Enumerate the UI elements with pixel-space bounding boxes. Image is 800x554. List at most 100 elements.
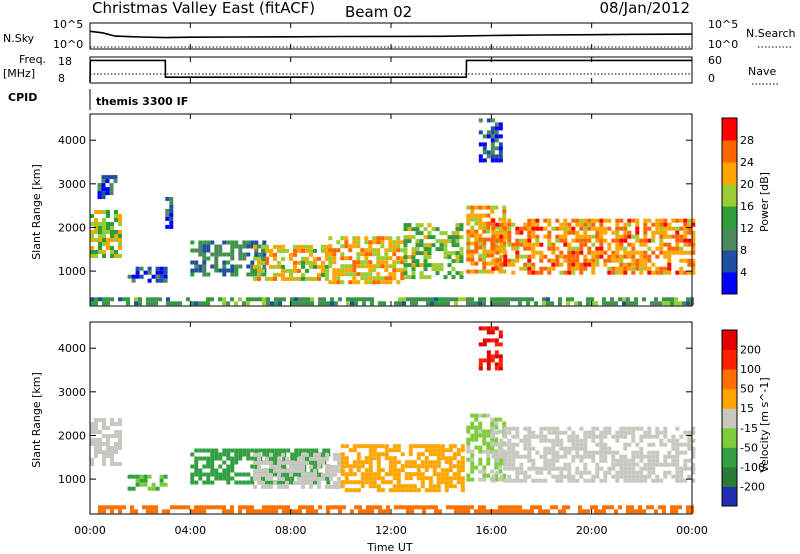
heatmap-cell (250, 476, 255, 481)
heatmap-cell (301, 468, 305, 473)
heatmap-cell (253, 472, 257, 477)
heatmap-cell (671, 234, 676, 239)
heatmap-cell (348, 256, 353, 261)
heatmap-cell (515, 454, 520, 459)
heatmap-cell (507, 426, 512, 431)
heatmap-cell (356, 272, 361, 277)
heatmap-cell (443, 243, 448, 248)
heatmap-cell (403, 275, 408, 280)
heatmap-cell (539, 266, 544, 271)
heatmap-cell (170, 505, 174, 510)
heatmap-cell (352, 280, 357, 285)
heatmap-cell (623, 462, 628, 467)
heatmap-cell (639, 266, 644, 271)
heatmap-cell (482, 326, 487, 331)
heatmap-cell (423, 247, 428, 252)
heatmap-cell (579, 234, 584, 239)
heatmap-cell (627, 266, 632, 271)
heatmap-cell (599, 242, 604, 247)
heatmap-cell (511, 270, 516, 275)
colorbar-segment (722, 466, 737, 487)
heatmap-cell (675, 250, 680, 255)
heatmap-cell (663, 458, 668, 463)
heatmap-cell (610, 297, 614, 302)
heatmap-cell (687, 258, 692, 263)
heatmap-cell (527, 474, 532, 479)
heatmap-cell (555, 234, 560, 239)
heatmap-cell (206, 472, 211, 477)
heatmap-cell (376, 456, 381, 461)
heatmap-cell (619, 226, 624, 231)
heatmap-cell (380, 488, 385, 493)
heatmap-cell (440, 452, 445, 457)
heatmap-cell (539, 454, 544, 459)
heatmap-cell (356, 488, 361, 493)
heatmap-cell (482, 257, 487, 262)
heatmap-cell (543, 446, 548, 451)
heatmap-cell (494, 354, 499, 359)
heatmap-cell (470, 213, 475, 218)
heatmap-cell (293, 244, 297, 249)
heatmap-cell (486, 461, 491, 466)
heatmap-cell (486, 338, 491, 343)
heatmap-cell (427, 243, 432, 248)
heatmap-cell (495, 258, 500, 263)
colorbar-segment (722, 330, 737, 351)
heatmap-cell (344, 244, 349, 249)
heatmap-cell (326, 480, 331, 485)
heatmap-cell (372, 240, 377, 245)
colorbar-segment (722, 228, 737, 251)
heatmap-cell (138, 301, 142, 306)
heatmap-cell (416, 464, 421, 469)
heatmap-cell (631, 270, 636, 275)
heatmap-cell (615, 462, 620, 467)
heatmap-cell (159, 266, 164, 271)
heatmap-cell (494, 301, 498, 306)
heatmap-cell (546, 509, 550, 514)
heatmap-cell (494, 225, 499, 230)
heatmap-cell (691, 462, 696, 467)
heatmap-cell (411, 263, 416, 268)
heatmap-cell (491, 234, 496, 239)
heatmap-cell (396, 444, 401, 449)
heatmap-cell (526, 297, 530, 302)
heatmap-cell (550, 301, 554, 306)
heatmap-cell (356, 260, 361, 265)
heatmap-cell (691, 234, 696, 239)
heatmap-cell (218, 456, 223, 461)
heatmap-cell (474, 417, 479, 422)
heatmap-cell (543, 434, 548, 439)
heatmap-cell (491, 258, 496, 263)
heatmap-cell (301, 244, 305, 249)
heatmap-cell (559, 438, 564, 443)
heatmap-cell (376, 452, 381, 457)
heatmap-cell (587, 234, 592, 239)
heatmap-cell (246, 252, 251, 257)
heatmap-cell (502, 421, 507, 426)
heatmap-cell (431, 235, 436, 240)
heatmap-cell (202, 252, 207, 257)
heatmap-cell (114, 422, 118, 426)
heatmap-cell (494, 477, 499, 482)
heatmap-cell (559, 430, 564, 435)
heatmap-cell (277, 472, 281, 477)
heatmap-cell (595, 218, 600, 223)
heatmap-cell (522, 297, 526, 302)
heatmap-cell (356, 464, 361, 469)
heatmap-cell (543, 450, 548, 455)
heatmap-cell (623, 458, 628, 463)
heatmap-cell (98, 446, 102, 450)
heatmap-cell (396, 460, 401, 465)
heatmap-cell (230, 297, 234, 302)
heatmap-cell (309, 464, 313, 469)
time-axis: 00:00 04:00 08:00 12:00 16:00 20:00 00:00 (74, 23, 708, 537)
colorbar-tick-label: 100 (740, 363, 761, 376)
heatmap-cell (447, 271, 452, 276)
heatmap-cell (451, 235, 456, 240)
heatmap-cell (322, 448, 327, 453)
heatmap-cell (202, 256, 207, 261)
heatmap-cell (270, 480, 275, 485)
heatmap-cell (571, 226, 576, 231)
heatmap-cell (523, 226, 528, 231)
heatmap-cell (551, 258, 556, 263)
